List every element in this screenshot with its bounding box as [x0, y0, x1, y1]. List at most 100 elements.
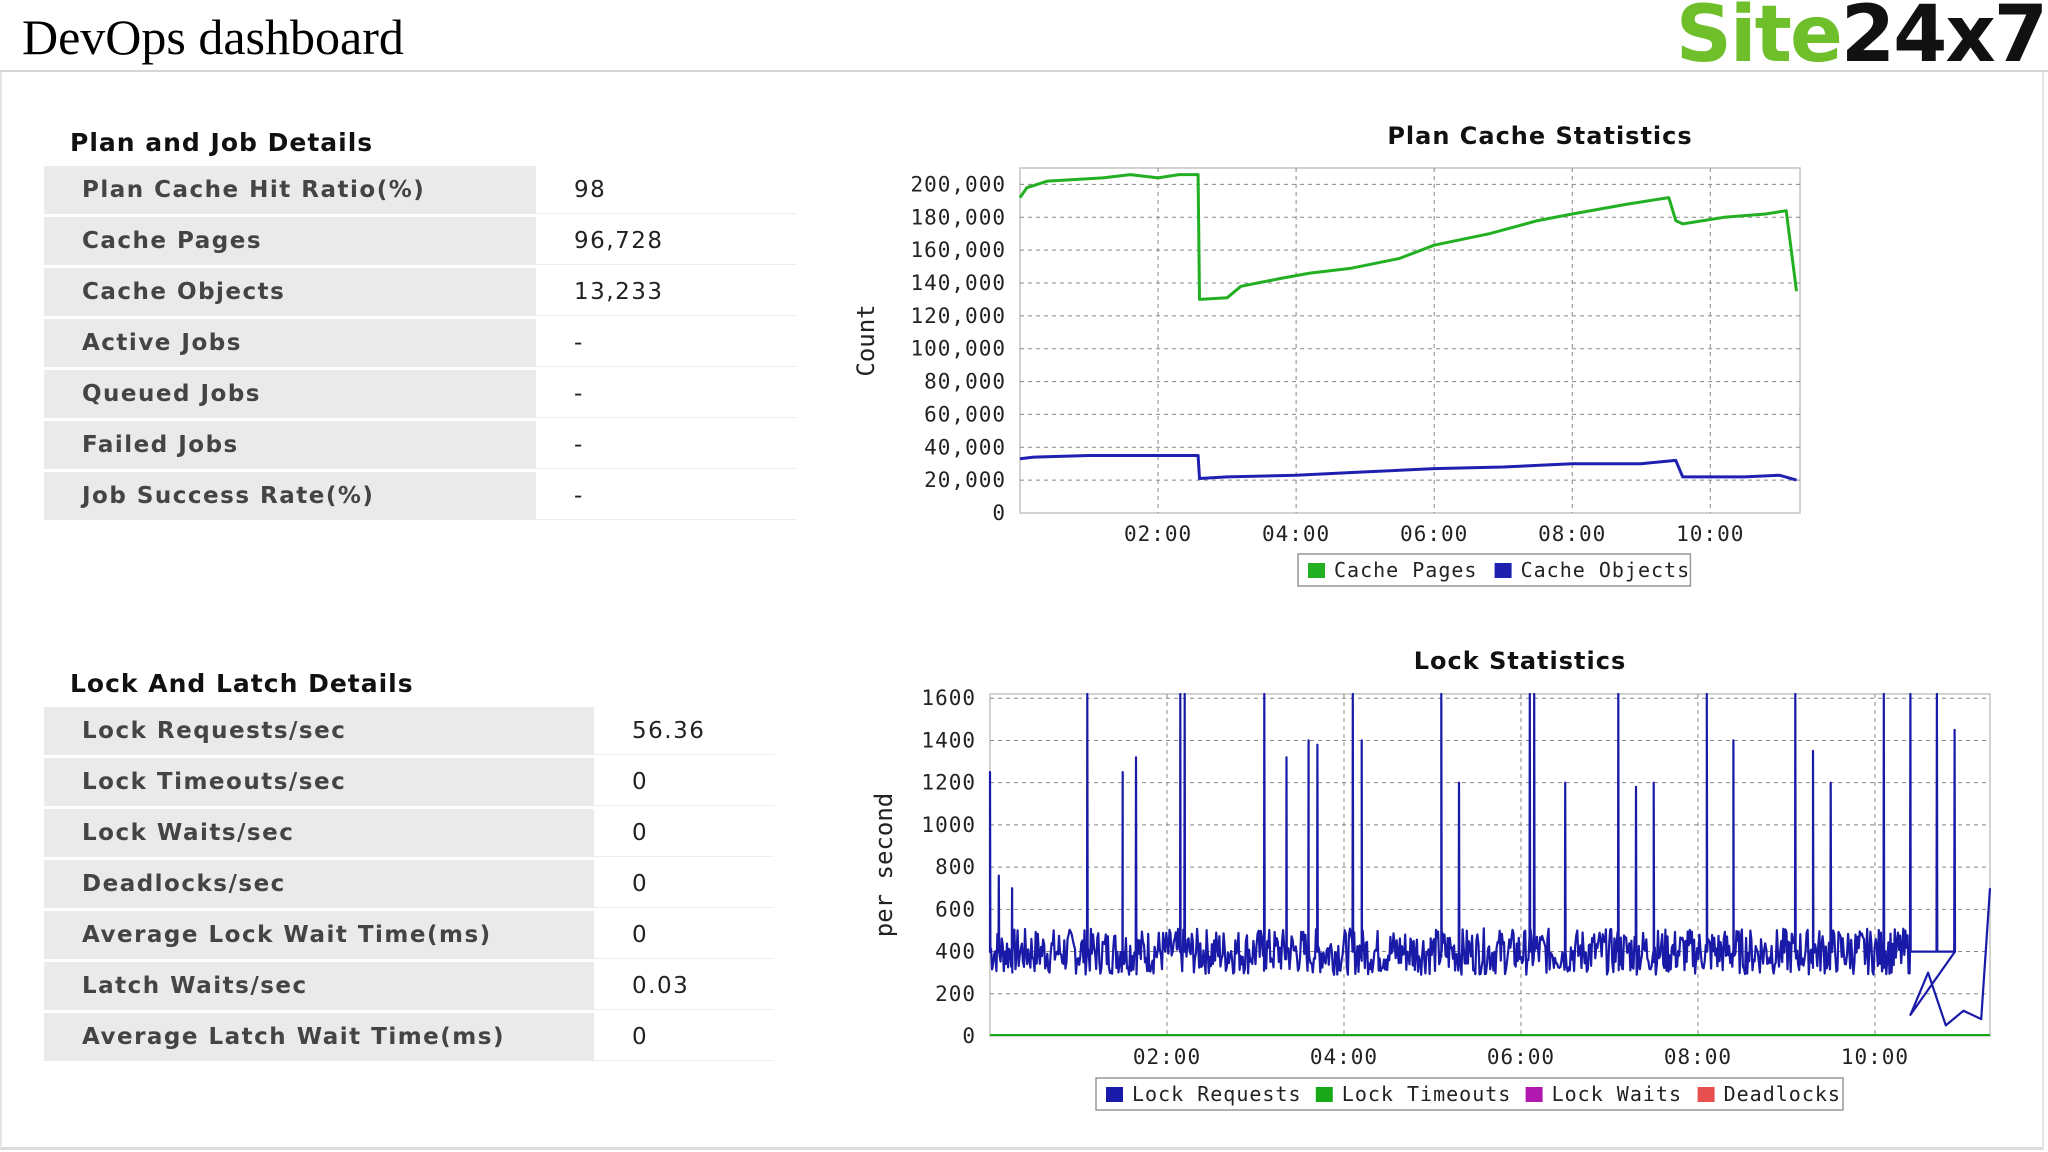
plot-area — [989, 693, 1991, 1037]
y-tick-label: 400 — [935, 940, 976, 964]
y-tick-label: 80,000 — [924, 370, 1006, 394]
lock-timeouts-value: 0 — [594, 758, 774, 806]
series-line-cache-pages — [1018, 173, 1798, 301]
legend-label: Deadlocks — [1724, 1082, 1841, 1106]
lock-requests-label: Lock Requests/sec — [44, 707, 594, 755]
avg-lock-wait-label: Average Lock Wait Time(ms) — [44, 911, 594, 959]
series-line-cache-objects — [1019, 454, 1797, 482]
table-row: Active Jobs - — [44, 319, 796, 367]
y-tick-label: 200,000 — [910, 172, 1006, 196]
x-tick-label: 04:00 — [1262, 522, 1330, 546]
job-success-rate-label: Job Success Rate(%) — [44, 472, 536, 520]
plan-cache-hit-ratio-value: 98 — [536, 166, 796, 214]
y-tick-label: 600 — [935, 897, 976, 921]
legend-swatch — [1106, 1087, 1123, 1102]
legend-label: Cache Objects — [1521, 558, 1691, 582]
y-tick-label: 1200 — [921, 771, 976, 795]
page-title: DevOps dashboard — [22, 9, 404, 65]
legend-box — [1095, 1077, 1844, 1111]
y-tick-label: 40,000 — [924, 435, 1006, 459]
y-tick-label: 120,000 — [910, 304, 1006, 328]
legend-label: Lock Timeouts — [1342, 1082, 1512, 1106]
site24x7-logo: Site24x7 — [1675, 0, 2048, 80]
table-row: Lock Timeouts/sec 0 — [44, 758, 774, 806]
legend-swatch — [1315, 1087, 1333, 1102]
table-row: Plan Cache Hit Ratio(%) 98 — [44, 166, 796, 214]
lock-latch-table: Lock Requests/sec 56.36 Lock Timeouts/sec… — [44, 704, 774, 1064]
y-tick-label: 1400 — [921, 728, 976, 752]
lock-requests-value: 56.36 — [594, 707, 774, 755]
latch-waits-value: 0.03 — [594, 962, 774, 1010]
table-row: Average Latch Wait Time(ms) 0 — [44, 1013, 774, 1061]
dashboard-frame — [0, 72, 2044, 1150]
x-tick-label: 02:00 — [1124, 522, 1192, 546]
lock-timeouts-label: Lock Timeouts/sec — [44, 758, 594, 806]
table-row: Deadlocks/sec 0 — [44, 860, 774, 908]
y-tick-label: 60,000 — [924, 402, 1006, 426]
avg-latch-wait-label: Average Latch Wait Time(ms) — [44, 1013, 594, 1061]
plan-cache-chart-title: Plan Cache Statistics — [1387, 122, 1693, 150]
y-axis-label: per second — [870, 793, 898, 938]
y-tick-label: 160,000 — [910, 238, 1006, 262]
active-jobs-label: Active Jobs — [44, 319, 536, 367]
x-tick-label: 06:00 — [1400, 522, 1468, 546]
lock-latch-section-title: Lock And Latch Details — [70, 669, 414, 698]
y-tick-label: 200 — [935, 982, 976, 1006]
lock-chart-title: Lock Statistics — [1413, 647, 1627, 675]
y-tick-label: 0 — [992, 501, 1006, 525]
x-tick-label: 10:00 — [1676, 522, 1744, 546]
title-divider — [0, 70, 2048, 72]
legend-swatch — [1494, 563, 1512, 578]
latch-waits-label: Latch Waits/sec — [44, 962, 594, 1010]
y-tick-label: 0 — [962, 1024, 976, 1048]
y-tick-label: 180,000 — [910, 205, 1006, 229]
active-jobs-value: - — [536, 319, 796, 367]
plan-cache-chart: 0 20,000 40,000 60,000 80,000 100,000 120,000 1… — [852, 167, 1801, 587]
y-tick-label: 100,000 — [910, 337, 1006, 361]
plot-area — [1019, 167, 1801, 514]
table-row: Cache Pages 96,728 — [44, 217, 796, 265]
table-row: Latch Waits/sec 0.03 — [44, 962, 774, 1010]
lock-waits-value: 0 — [594, 809, 774, 857]
legend-label: Lock Requests — [1132, 1082, 1302, 1106]
series-line-lock-requests — [988, 692, 1992, 1027]
legend-swatch — [1697, 1087, 1715, 1102]
table-row: Queued Jobs - — [44, 370, 796, 418]
table-row: Lock Requests/sec 56.36 — [44, 707, 774, 755]
x-tick-label: 08:00 — [1664, 1045, 1732, 1069]
table-row: Cache Objects 13,233 — [44, 268, 796, 316]
failed-jobs-value: - — [536, 421, 796, 469]
y-tick-label: 1600 — [921, 686, 976, 710]
y-tick-label: 1000 — [921, 813, 976, 837]
cache-objects-value: 13,233 — [536, 268, 796, 316]
table-row: Job Success Rate(%) - — [44, 472, 796, 520]
x-tick-label: 04:00 — [1310, 1045, 1378, 1069]
x-tick-label: 06:00 — [1487, 1045, 1555, 1069]
plan-cache-hit-ratio-label: Plan Cache Hit Ratio(%) — [44, 166, 536, 214]
queued-jobs-value: - — [536, 370, 796, 418]
cache-pages-value: 96,728 — [536, 217, 796, 265]
cache-pages-label: Cache Pages — [44, 217, 536, 265]
legend-box — [1297, 553, 1692, 587]
y-tick-label: 20,000 — [924, 468, 1006, 492]
y-tick-label: 800 — [935, 855, 976, 879]
table-row: Average Lock Wait Time(ms) 0 — [44, 911, 774, 959]
y-axis-label: Count — [852, 304, 880, 376]
deadlocks-value: 0 — [594, 860, 774, 908]
failed-jobs-label: Failed Jobs — [44, 421, 536, 469]
avg-lock-wait-value: 0 — [594, 911, 774, 959]
job-success-rate-value: - — [536, 472, 796, 520]
x-tick-label: 10:00 — [1841, 1045, 1909, 1069]
queued-jobs-label: Queued Jobs — [44, 370, 536, 418]
cache-objects-label: Cache Objects — [44, 268, 536, 316]
plan-job-section-title: Plan and Job Details — [70, 128, 374, 157]
legend-label: Lock Waits — [1552, 1082, 1682, 1106]
table-row: Lock Waits/sec 0 — [44, 809, 774, 857]
legend-label: Cache Pages — [1334, 558, 1477, 582]
legend-swatch — [1308, 563, 1325, 578]
table-row: Failed Jobs - — [44, 421, 796, 469]
plan-job-table: Plan Cache Hit Ratio(%) 98 Cache Pages 96,… — [44, 163, 796, 523]
x-tick-label: 08:00 — [1538, 522, 1606, 546]
avg-latch-wait-value: 0 — [594, 1013, 774, 1061]
x-tick-label: 02:00 — [1133, 1045, 1201, 1069]
